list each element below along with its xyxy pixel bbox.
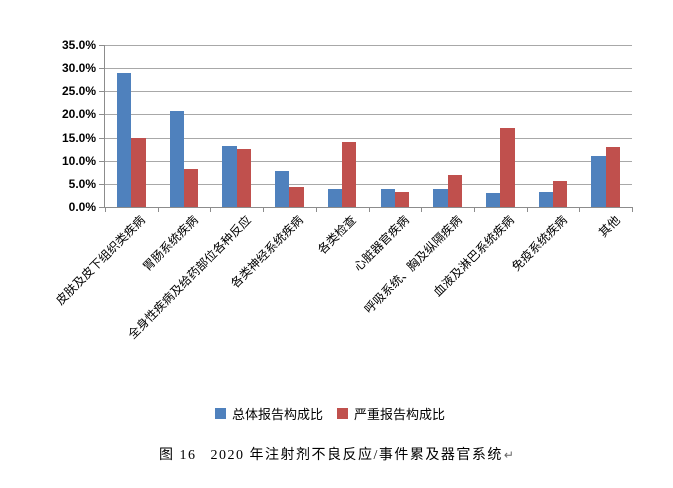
gridline (105, 68, 632, 70)
y-axis-label: 20.0% (61, 107, 96, 122)
y-axis-label: 0.0% (68, 200, 96, 214)
x-axis-tick (157, 207, 159, 212)
bar-s0-c9 (591, 155, 606, 207)
legend-label-0: 总体报告构成比 (231, 407, 323, 422)
gridline (105, 160, 632, 162)
gridline (105, 137, 632, 139)
bar-s0-c3 (275, 170, 290, 207)
bar-s1-c8 (552, 180, 568, 207)
y-axis-tick (99, 137, 104, 139)
paragraph-mark: ↵ (503, 448, 514, 462)
bar-s1-c6 (447, 174, 462, 207)
legend-swatch-1 (337, 408, 348, 419)
bar-s0-c2 (222, 145, 237, 207)
y-axis-label: 25.0% (61, 84, 96, 99)
legend-item-1: 严重报告构成比 (337, 404, 445, 423)
y-axis-tick (99, 160, 104, 162)
gridline (105, 183, 632, 185)
y-axis-label: 10.0% (61, 153, 96, 168)
bar-s0-c0 (117, 73, 132, 207)
x-axis-tick (210, 207, 212, 212)
figure-caption-text: 2020 年注射剂不良反应/事件累及器官系统 (210, 448, 503, 463)
bar-s0-c6 (433, 188, 448, 207)
legend: 总体报告构成比 严重报告构成比 (0, 404, 660, 423)
x-axis-tick (105, 207, 106, 212)
x-axis-tick (421, 207, 423, 212)
bar-s0-c7 (485, 192, 501, 207)
bar-s1-c9 (605, 146, 620, 207)
y-axis-label: 35.0% (61, 38, 96, 52)
legend-label-1: 严重报告构成比 (354, 407, 446, 422)
y-axis-tick (99, 114, 104, 116)
bar-s0-c4 (327, 188, 343, 207)
bar-s1-c0 (131, 137, 146, 207)
legend-item-0: 总体报告构成比 (214, 404, 323, 423)
y-axis-line (104, 45, 105, 208)
x-axis-tick (368, 207, 370, 212)
figure-caption: 图 16 2020 年注射剂不良反应/事件累及器官系统↵ (0, 444, 673, 464)
bar-s1-c5 (394, 192, 410, 207)
legend-swatch-0 (214, 408, 226, 419)
bar-s0-c1 (169, 111, 185, 207)
plot-area (99, 45, 633, 212)
x-axis-tick (579, 207, 581, 212)
x-axis-tick (526, 207, 528, 212)
bar-s1-c3 (289, 187, 304, 207)
y-axis-label: 30.0% (61, 61, 96, 76)
bar-s1-c4 (342, 141, 357, 207)
figure-caption-label: 图 16 (159, 448, 197, 463)
y-axis-tick (99, 91, 104, 93)
y-axis-label: 15.0% (61, 130, 96, 145)
bar-s0-c5 (380, 189, 395, 207)
bar-s0-c8 (538, 192, 553, 207)
gridline (105, 114, 632, 116)
x-axis-tick (263, 207, 265, 212)
x-axis-tick (315, 207, 317, 212)
y-axis-label: 5.0% (68, 176, 96, 191)
y-axis-tick (99, 68, 104, 70)
y-axis-tick (99, 207, 104, 208)
x-axis-tick (473, 207, 475, 212)
gridline (105, 91, 632, 93)
bar-s1-c7 (500, 127, 515, 207)
y-axis-tick (99, 45, 104, 46)
x-axis-tick (632, 207, 633, 212)
y-axis-tick (99, 183, 104, 185)
gridline (105, 45, 632, 46)
bar-s1-c2 (236, 148, 252, 207)
bar-s1-c1 (184, 168, 199, 207)
